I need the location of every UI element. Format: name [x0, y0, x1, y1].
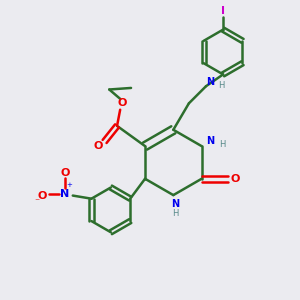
Text: O: O: [230, 174, 240, 184]
Text: I: I: [221, 6, 225, 16]
Text: O: O: [94, 141, 103, 151]
Text: N: N: [171, 199, 179, 209]
Text: ⁻: ⁻: [34, 197, 40, 207]
Text: N: N: [206, 136, 214, 146]
Text: O: O: [38, 190, 47, 201]
Text: N: N: [206, 77, 214, 87]
Text: H: H: [219, 140, 225, 149]
Text: O: O: [117, 98, 126, 109]
Text: H: H: [218, 81, 224, 90]
Text: +: +: [66, 182, 72, 188]
Text: N: N: [60, 189, 70, 199]
Text: O: O: [60, 168, 70, 178]
Text: H: H: [172, 208, 178, 217]
